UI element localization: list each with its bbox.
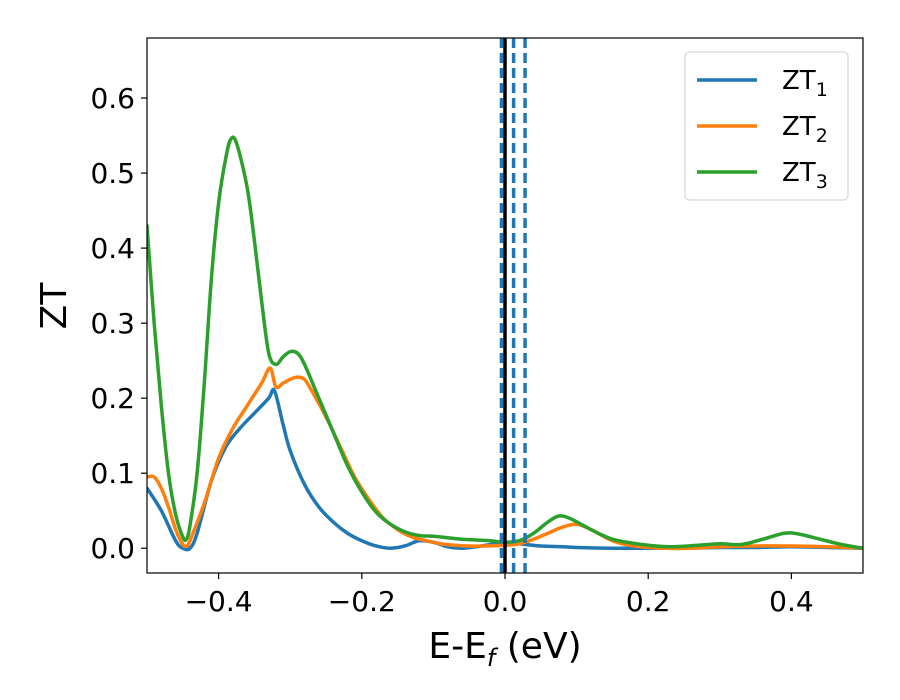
plot-area [147,38,863,573]
y-tick-label: 0.4 [90,232,135,265]
y-tick-label: 0.6 [90,82,135,115]
y-axis-label: ZT [34,282,75,330]
y-tick-label: 0.5 [90,157,135,190]
x-tick-label: −0.4 [185,585,253,618]
y-tick-label: 0.0 [90,532,135,565]
x-tick-label: −0.2 [328,585,396,618]
legend-label-zt1: ZT1 [782,66,828,101]
series-group [147,135,863,552]
legend-box [684,51,849,201]
legend-items: ZT1 ZT2 ZT3 [697,66,828,193]
x-tick-label: 0.4 [769,585,814,618]
x-tick-label: 0.0 [483,585,528,618]
legend-label-zt2: ZT2 [782,112,828,147]
x-axis-label: E-Ef (eV) [428,626,581,672]
y-tick-label: 0.1 [90,457,135,490]
legend-label-zt3: ZT3 [782,158,828,193]
x-axis-ticks: −0.4 −0.2 0.0 0.2 0.4 [185,573,814,618]
series-line-zt3 [147,135,863,550]
x-tick-label: 0.2 [626,585,671,618]
reference-lines [499,38,527,573]
y-tick-label: 0.2 [90,382,135,415]
y-axis-ticks: 0.0 0.1 0.2 0.3 0.4 0.5 0.6 [90,82,147,565]
y-tick-label: 0.3 [90,307,135,340]
legend: ZT1 ZT2 ZT3 [684,51,849,201]
